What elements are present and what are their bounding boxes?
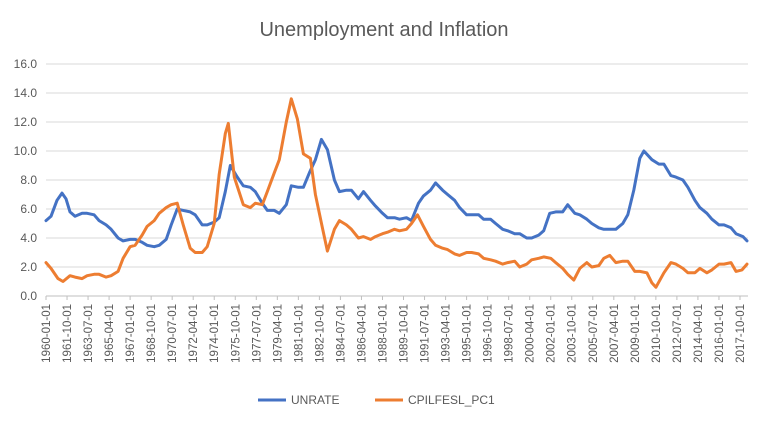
legend-label: CPILFESL_PC1 [408,393,495,407]
x-axis-ticks: 1960-01-01 1961-10-01 1963-07-01 1965-04-01… [41,296,747,363]
x-tick-label: 1960-01-01 [41,304,53,363]
x-tick-label: 1975-10-01 [230,304,242,363]
series-lines [44,97,749,289]
series-line-unrate [44,137,749,249]
x-tick-label: 2012-07-01 [672,304,684,363]
y-axis-ticks: 0.0 2.0 4.0 6.0 8.0 10.0 12.0 14.0 16.0 [14,57,38,303]
x-tick-label: 1968-10-01 [146,304,158,363]
x-tick-label: 2000-04-01 [525,304,537,363]
x-tick-label: 1967-01-01 [125,304,137,363]
x-tick-label: 1988-01-01 [377,304,389,363]
series-line-cpilfesl-pc1 [44,97,749,289]
x-tick-label: 2003-10-01 [567,304,579,363]
x-tick-label: 2010-10-01 [651,304,663,363]
x-tick-label: 2005-07-01 [588,304,600,363]
x-tick-label: 1984-07-01 [335,304,347,363]
gridlines [46,63,748,297]
x-tick-label: 1986-04-01 [356,304,368,363]
x-tick-label: 2002-01-01 [546,304,558,363]
x-tick-label: 1982-10-01 [314,304,326,363]
x-tick-label: 1977-07-01 [251,304,263,363]
x-tick-label: 1991-07-01 [420,304,432,363]
x-tick-label: 1998-07-01 [504,304,516,363]
y-tick-label: 0.0 [20,289,37,303]
chart-title: Unemployment and Inflation [259,19,508,41]
x-tick-label: 1965-04-01 [104,304,116,363]
y-tick-label: 16.0 [14,57,38,71]
x-tick-label: 1979-04-01 [272,304,284,363]
x-tick-label: 1972-04-01 [188,304,200,363]
x-tick-label: 1993-04-01 [441,304,453,363]
y-tick-label: 4.0 [20,231,37,245]
y-tick-label: 8.0 [20,173,37,187]
y-tick-label: 12.0 [14,115,38,129]
x-tick-label: 2016-01-01 [714,304,726,363]
y-tick-label: 6.0 [20,202,37,216]
x-tick-label: 1981-01-01 [293,304,305,363]
x-tick-label: 1963-07-01 [83,304,95,363]
x-tick-label: 2014-04-01 [693,304,705,363]
x-tick-label: 1974-01-01 [209,304,221,363]
x-tick-label: 1996-10-01 [483,304,495,363]
legend: UNRATE CPILFESL_PC1 [258,393,495,407]
x-tick-label: 2017-10-01 [735,304,747,363]
y-tick-label: 2.0 [20,260,37,274]
x-tick-label: 1995-01-01 [462,304,474,363]
x-tick-label: 2007-04-01 [609,304,621,363]
y-tick-label: 14.0 [14,86,38,100]
x-tick-label: 2009-01-01 [630,304,642,363]
x-tick-label: 1970-07-01 [167,304,179,363]
legend-label: UNRATE [291,393,339,407]
x-tick-label: 1961-10-01 [62,304,74,363]
x-tick-label: 1989-10-01 [399,304,411,363]
y-tick-label: 10.0 [14,144,38,158]
